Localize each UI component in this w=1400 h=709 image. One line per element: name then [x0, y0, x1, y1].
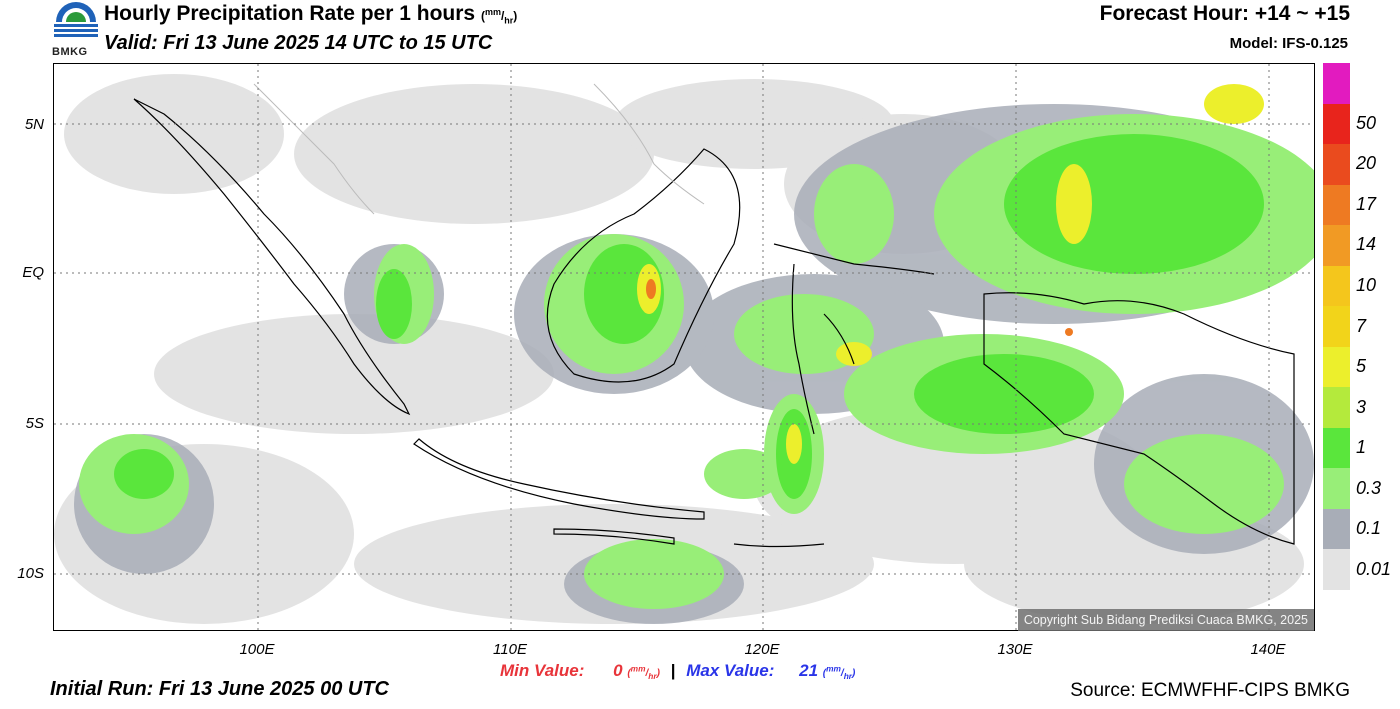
color-scale-swatch	[1323, 265, 1350, 307]
precipitation-map	[53, 63, 1315, 631]
data-source: Source: ECMWFHF-CIPS BMKG	[1070, 680, 1350, 701]
color-scale-swatch	[1323, 144, 1350, 185]
color-scale-label: 7	[1356, 315, 1367, 336]
color-scale-label: 14	[1356, 234, 1377, 255]
lon-label-110e: 110E	[493, 641, 527, 658]
color-scale-label: 10	[1356, 274, 1377, 295]
color-scale-swatch	[1323, 549, 1350, 590]
color-scale-bar	[1323, 63, 1350, 590]
lon-label-120e: 120E	[744, 641, 780, 658]
map-canvas	[54, 64, 1314, 630]
color-scale-swatch	[1323, 508, 1350, 550]
bmkg-logo	[52, 0, 100, 60]
color-scale-label: 20	[1356, 153, 1377, 174]
lat-label-5n: 5N	[24, 116, 44, 133]
color-scale-swatch	[1323, 306, 1350, 347]
color-scale-swatch	[1323, 63, 1350, 104]
color-scale-label: 5	[1356, 356, 1367, 377]
color-scale-swatch	[1323, 468, 1350, 509]
title-unit: (mm/hr)	[480, 7, 518, 26]
color-scale-swatch	[1323, 103, 1350, 145]
color-scale-label: 1	[1356, 437, 1367, 458]
forecast-hour: Forecast Hour: +14 ~ +15	[1099, 2, 1350, 25]
color-scale-label: 3	[1356, 396, 1367, 417]
min-value-label: Min Value:	[500, 661, 585, 680]
country-borders	[253, 83, 705, 215]
color-scale-label: 50	[1356, 112, 1377, 133]
color-scale-swatch	[1323, 184, 1350, 226]
color-scale-swatch	[1323, 387, 1350, 428]
color-scale-label: 0.01	[1356, 558, 1392, 579]
precip-peak-areas	[646, 279, 1073, 336]
copyright-notice: Copyright Sub Bidang Prediksi Cuaca BMKG…	[1017, 609, 1314, 631]
lat-label-10s: 10S	[17, 565, 44, 582]
lat-label-eq: EQ	[22, 264, 44, 281]
value-separator: |	[670, 661, 676, 680]
initial-run: Initial Run: Fri 13 June 2025 00 UTC	[50, 678, 389, 700]
max-value: 21	[799, 661, 819, 680]
logo-text: BMKG	[52, 46, 88, 58]
model-name: Model: IFS-0.125	[1229, 35, 1348, 52]
coastlines	[133, 98, 1295, 548]
lon-label-130e: 130E	[997, 641, 1033, 658]
color-scale-swatch	[1323, 427, 1350, 469]
title-text: Hourly Precipitation Rate per 1 hours	[104, 2, 476, 25]
color-scale-label: 0.1	[1356, 518, 1382, 539]
lat-label-5s: 5S	[25, 415, 44, 432]
max-value-label: Max Value:	[686, 661, 775, 680]
lon-label-100e: 100E	[239, 641, 275, 658]
color-scale-label: 0.3	[1356, 477, 1382, 498]
precip-intense-areas	[637, 84, 1264, 464]
min-max-values: Min Value: 0 (mm/hr) | Max Value: 21 (mm…	[500, 661, 856, 681]
color-scale-swatch	[1323, 346, 1350, 388]
valid-time: Valid: Fri 13 June 2025 14 UTC to 15 UTC	[104, 32, 493, 54]
color-scale-label: 17	[1356, 193, 1377, 214]
lon-label-140e: 140E	[1250, 641, 1286, 658]
color-scale-swatch	[1323, 225, 1350, 266]
map-gridlines	[54, 64, 1314, 630]
min-value: 0	[613, 661, 623, 680]
chart-title: Hourly Precipitation Rate per 1 hours (m…	[104, 2, 517, 26]
